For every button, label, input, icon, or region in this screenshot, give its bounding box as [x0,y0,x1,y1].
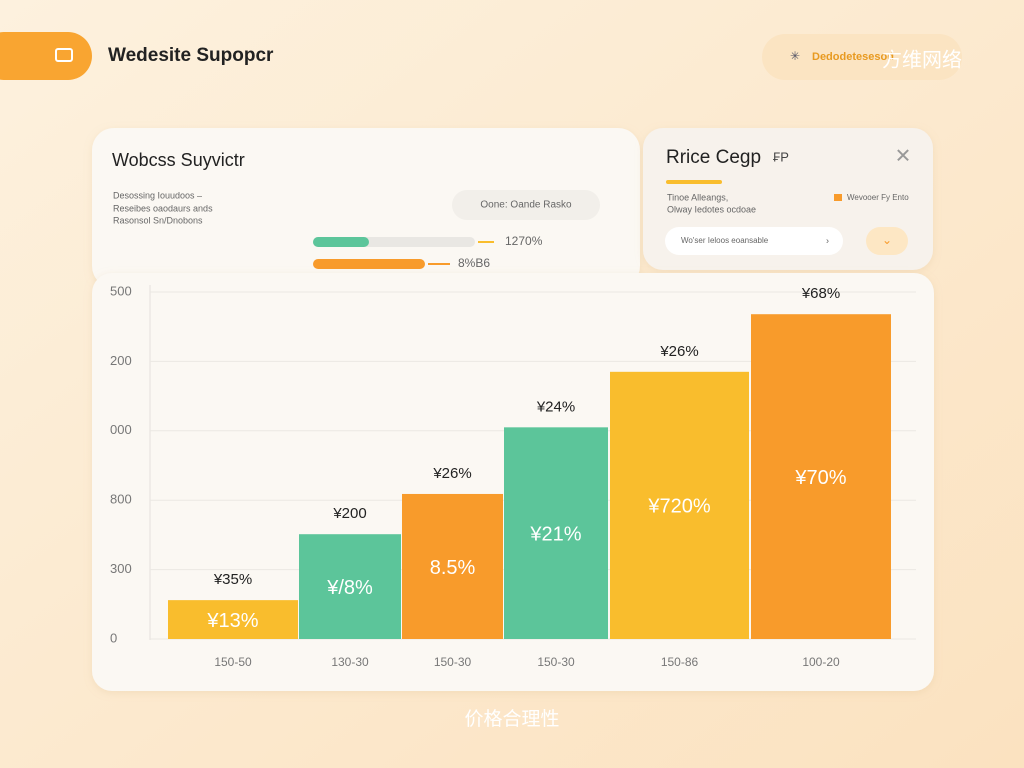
badge-text: Dedodetesesod [812,51,894,63]
app-title: Wedesite Supopcr [108,45,274,66]
bar [610,371,749,639]
filter-pill[interactable] [452,190,600,220]
bar-inner-label: ¥/8% [326,577,373,599]
dropdown[interactable] [665,227,843,255]
bar-inner-label: ¥70% [794,467,846,489]
price-line: Olway Iedotes ocdoae [667,204,756,214]
bar-inner-label: 8.5% [430,557,476,579]
dropdown-button[interactable] [866,227,908,255]
x-tick-label: 150-86 [661,655,699,669]
summary-card [92,128,640,288]
bar [168,600,298,639]
summary-title: Wobcss Suyvictr [112,150,245,170]
y-tick-label: 000 [110,422,132,437]
x-tick-label: 150-30 [434,655,472,669]
y-tick-label: 800 [110,492,132,507]
watermark: 方维网络 [882,48,962,71]
y-tick-label: 200 [110,353,132,368]
badge-icon: ✳ [790,49,800,63]
dropdown-text: Wo'ser Ieloos eoansable [681,236,769,245]
bar [299,534,401,639]
filter-text: Oone: Oande Rasko [480,200,572,211]
bar-top-label: ¥200 [332,505,366,522]
bar-inner-label: ¥720% [647,496,710,518]
dropdown-chevron: ⌄ [882,233,892,247]
title-underline [666,180,722,184]
summary-line: Rasonsol Sn/Dnobons [113,215,203,225]
legend-text: Wevooer Fy Ento [847,193,909,202]
x-tick-label: 150-30 [537,655,575,669]
price-title: Rrice Cegp [666,147,761,168]
y-tick-label: 300 [110,561,132,576]
bar-top-label: ¥68% [801,285,840,302]
bar-top-label: ¥24% [536,398,575,415]
x-tick-label: 130-30 [331,655,369,669]
bar [402,493,503,639]
progress-label: 1270% [505,234,543,248]
x-tick-label: 150-50 [214,655,252,669]
summary-line: Desossing Iouudoos – [113,190,202,200]
progress-fill [313,259,425,269]
badge-pill[interactable] [762,34,962,80]
legend-swatch [834,194,842,201]
progress-fill [313,237,369,247]
bar-top-label: ¥35% [213,571,252,588]
menu-icon [55,48,73,62]
x-tick-label: 100-20 [802,655,840,669]
menu-pill[interactable] [0,32,92,80]
bar-inner-label: ¥21% [529,523,581,545]
summary-line: Reseibes oaodaurs ands [113,203,213,213]
price-line: Tinoe Alleangs, [667,192,728,202]
bar [504,427,608,639]
bar-top-label: ¥26% [432,465,471,482]
bar [751,314,891,639]
dropdown-caret: › [826,235,829,245]
bar-top-label: ¥26% [659,343,698,360]
caption: 价格合理性 [464,708,559,730]
progress-label: 8%B6 [458,256,490,270]
y-tick-label: 0 [110,630,117,645]
bar-inner-label: ¥13% [206,610,258,632]
y-tick-label: 500 [110,283,132,298]
price-suffix: ₣P [773,149,789,164]
close-button[interactable]: ✕ [895,145,912,167]
